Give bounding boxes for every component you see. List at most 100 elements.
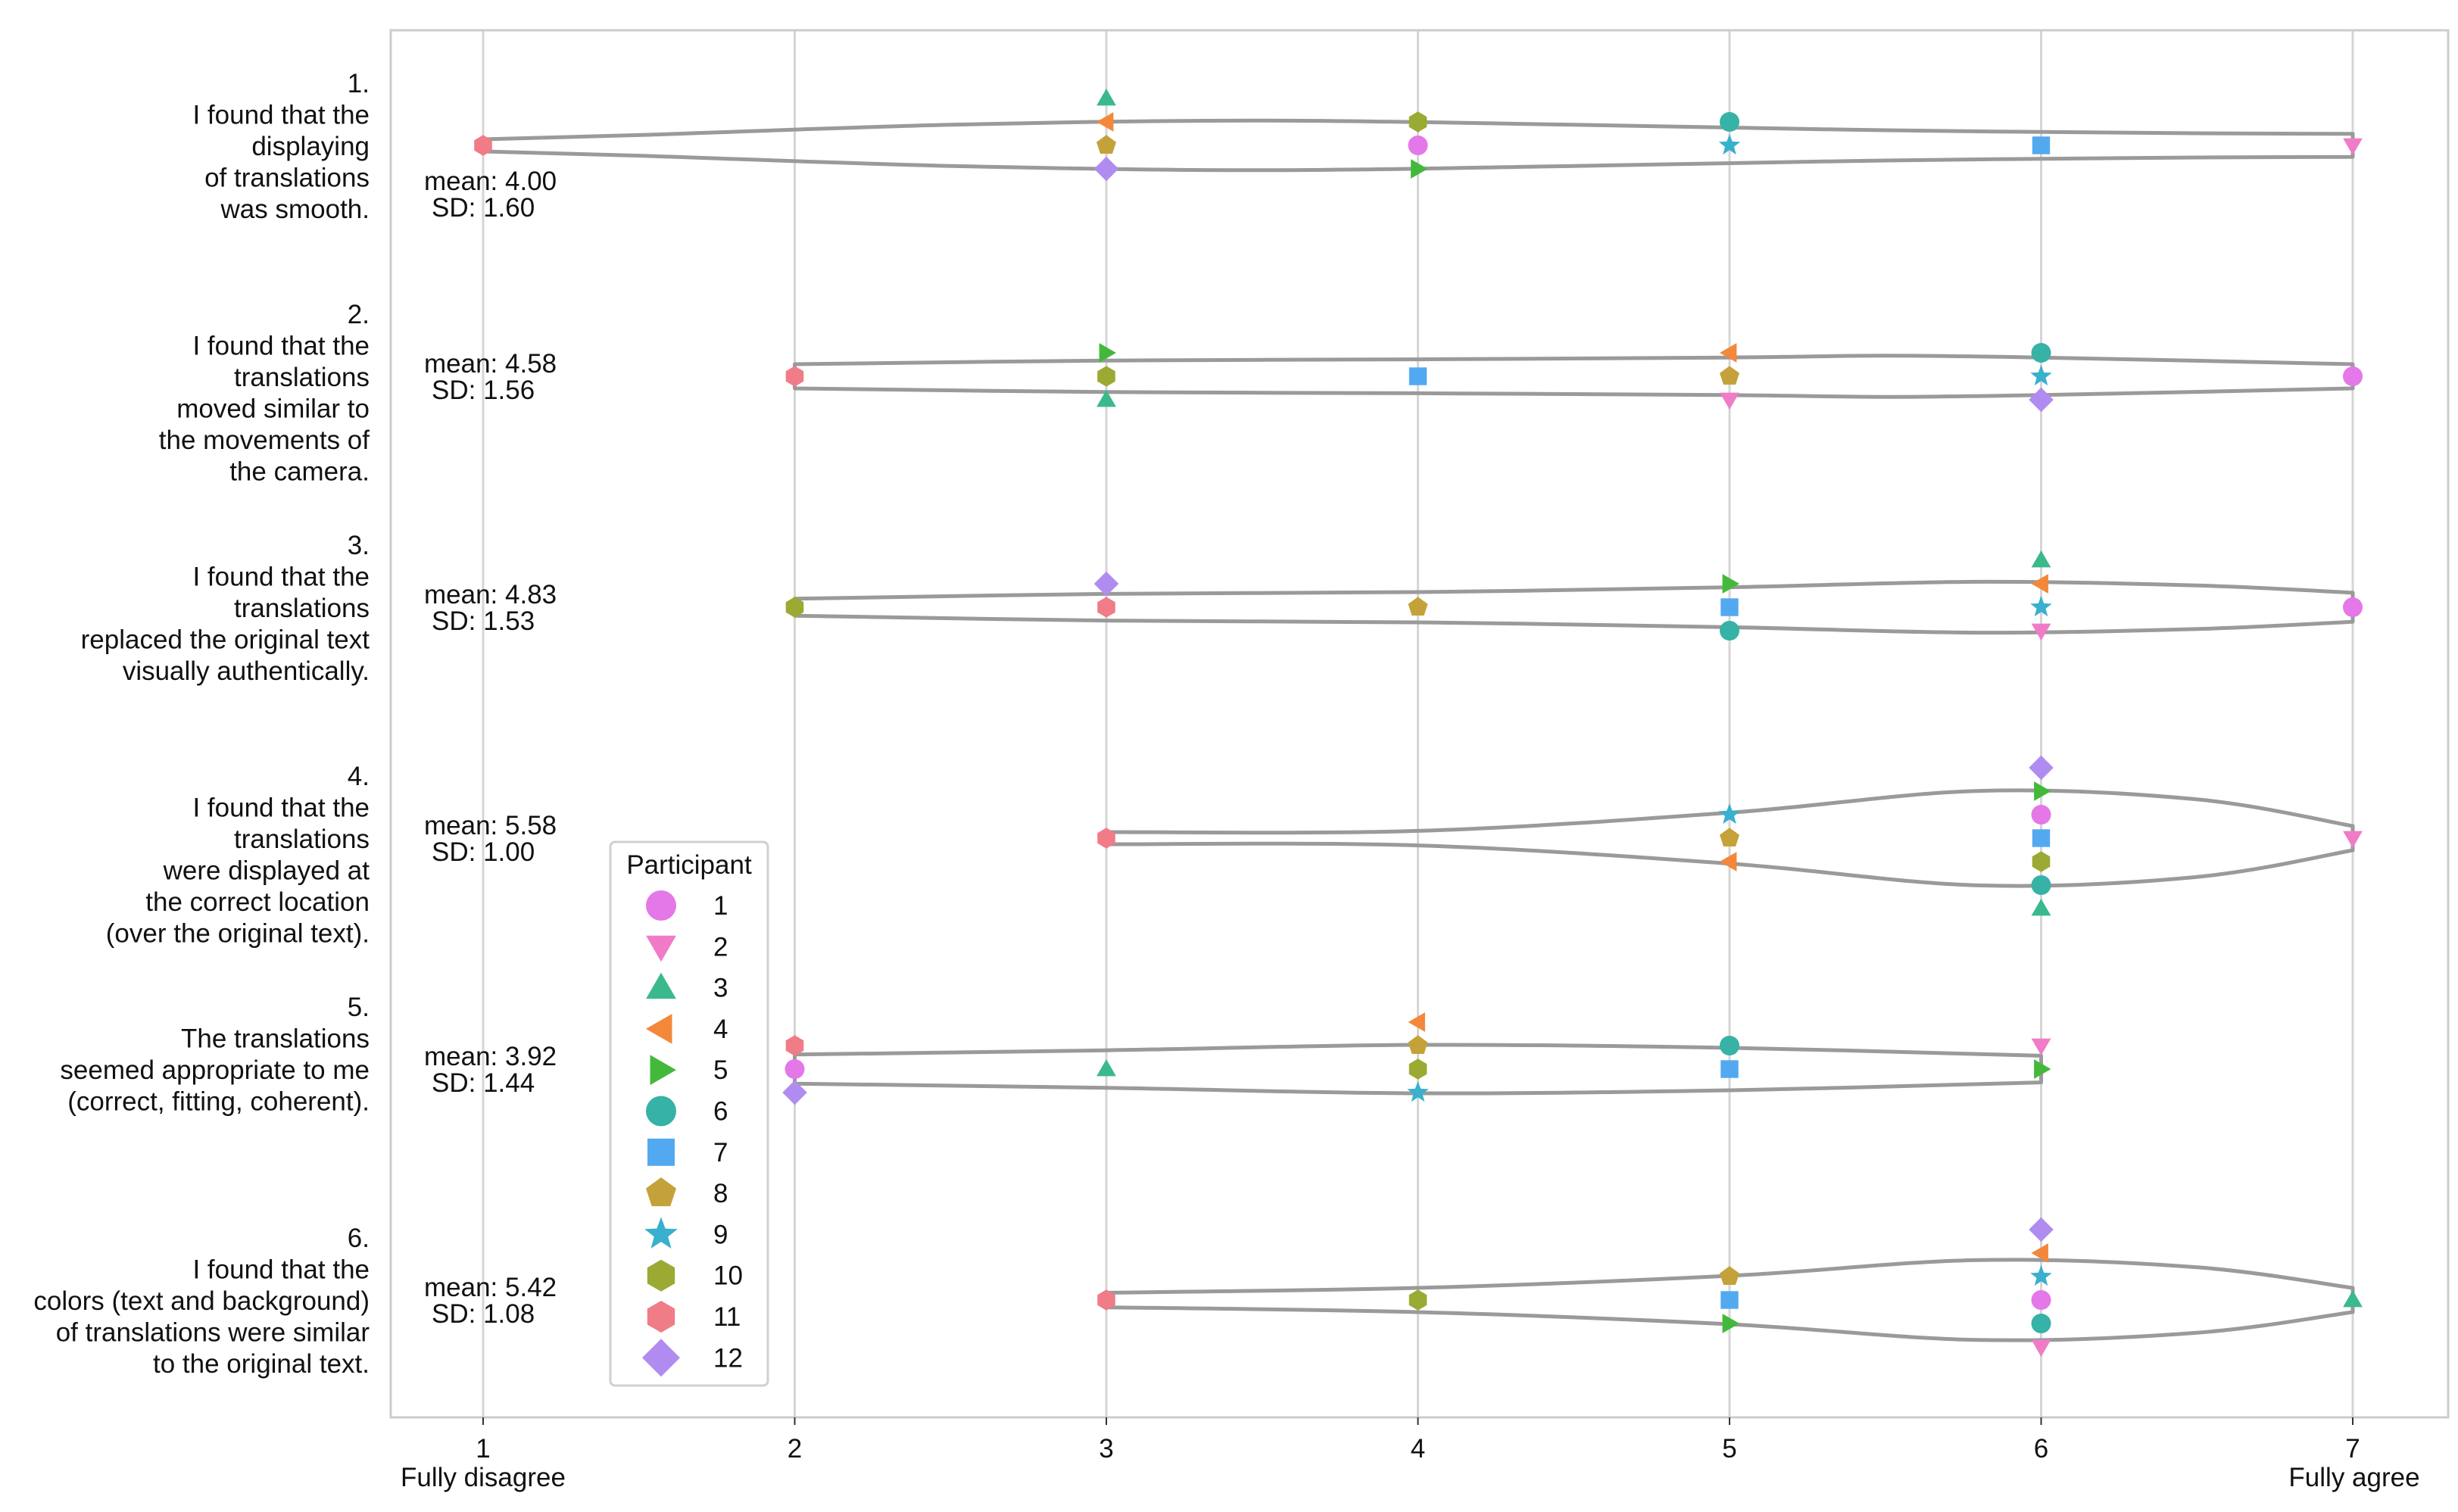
- point-q6-participant-7: [1720, 1291, 1739, 1309]
- plot-frame: [389, 29, 2450, 1419]
- point-q5-participant-9: [1407, 1081, 1429, 1102]
- point-q3-participant-2: [2031, 623, 2051, 641]
- point-q3-participant-1: [2343, 597, 2363, 617]
- point-q2-participant-8: [1720, 366, 1739, 385]
- legend-marker-9: [644, 1217, 678, 1249]
- question-text-line: the camera.: [229, 457, 370, 487]
- point-q5-participant-11: [785, 1035, 804, 1056]
- question-text-line: displaying: [251, 132, 370, 161]
- mean-label: mean: 3.92: [424, 1042, 557, 1071]
- sd-label: SD: 1.60: [432, 193, 535, 223]
- mean-label: mean: 5.42: [424, 1273, 557, 1302]
- point-q1-participant-2: [2343, 138, 2363, 155]
- question-number: 4.: [348, 762, 370, 791]
- point-q4-participant-6: [2031, 875, 2051, 895]
- point-q1-participant-3: [1096, 89, 1116, 106]
- point-q1-participant-1: [1408, 136, 1428, 155]
- point-q3-participant-6: [1720, 621, 1739, 641]
- question-text-line: (correct, fitting, coherent).: [67, 1087, 370, 1117]
- x-tick-label: 5: [1722, 1434, 1736, 1464]
- legend-label-10: 10: [713, 1261, 743, 1291]
- point-q4-participant-5: [2034, 781, 2051, 801]
- legend-marker-2: [646, 935, 676, 962]
- point-q4-participant-1: [2031, 805, 2051, 825]
- x-tick-label: 1: [476, 1434, 490, 1464]
- point-q1-participant-9: [1718, 134, 1741, 155]
- point-q2-participant-4: [1720, 343, 1737, 363]
- point-q4-participant-10: [2032, 851, 2051, 872]
- question-text-line: I found that the: [192, 793, 370, 823]
- mean-label: mean: 4.00: [424, 167, 557, 196]
- mean-label: mean: 4.58: [424, 349, 557, 379]
- question-text-line: replaced the original text: [81, 625, 370, 655]
- legend-label-12: 12: [713, 1343, 743, 1373]
- legend-marker-5: [650, 1055, 676, 1086]
- point-q3-participant-12: [1093, 571, 1119, 597]
- point-q1-participant-11: [474, 135, 492, 156]
- x-tick-label: 6: [2034, 1434, 2048, 1464]
- point-q6-participant-5: [1722, 1314, 1739, 1333]
- question-text-line: of translations: [204, 164, 370, 193]
- violin-q6: [1104, 1258, 2355, 1342]
- x-tick-label: 4: [1411, 1434, 1425, 1464]
- point-q2-participant-6: [2031, 343, 2051, 363]
- point-q2-participant-2: [1720, 392, 1739, 410]
- point-q6-participant-3: [2343, 1290, 2363, 1308]
- point-q1-participant-8: [1096, 135, 1116, 154]
- question-text-line: to the original text.: [153, 1349, 370, 1379]
- point-q3-participant-3: [2031, 550, 2051, 568]
- question-text-line: The translations: [181, 1024, 370, 1054]
- violin-q5: [793, 1043, 2043, 1096]
- point-q4-participant-7: [2032, 829, 2051, 847]
- legend-label-11: 11: [713, 1302, 741, 1332]
- point-q4-participant-4: [1720, 852, 1737, 871]
- point-q3-participant-9: [2030, 596, 2052, 617]
- point-q5-participant-2: [2031, 1038, 2051, 1055]
- question-text-line: visually authentically.: [123, 656, 370, 686]
- sd-label: SD: 1.53: [432, 606, 535, 636]
- legend-marker-3: [646, 972, 676, 999]
- violin-q4: [1104, 788, 2355, 888]
- legend-marker-7: [647, 1138, 675, 1166]
- legend-marker-6: [646, 1096, 676, 1127]
- question-text-line: I found that the: [192, 332, 370, 361]
- violin-q3: [793, 579, 2355, 635]
- question-text-line: translations: [234, 594, 370, 623]
- x-tick-label: 3: [1099, 1434, 1113, 1464]
- point-q6-participant-12: [2029, 1217, 2054, 1242]
- x-gridlines: [482, 30, 2354, 1417]
- point-q4-participant-3: [2031, 899, 2051, 916]
- point-q4-participant-12: [2029, 755, 2054, 781]
- point-q6-participant-11: [1097, 1289, 1115, 1311]
- point-q1-participant-4: [1096, 112, 1114, 132]
- question-text-line: translations: [234, 363, 370, 392]
- legend-label-9: 9: [713, 1220, 728, 1249]
- point-q2-participant-11: [785, 366, 804, 387]
- point-q3-participant-5: [1722, 574, 1739, 594]
- point-q6-participant-9: [2030, 1265, 2052, 1286]
- point-q4-participant-9: [1718, 803, 1741, 825]
- question-text-line: the movements of: [159, 426, 370, 455]
- point-q1-participant-12: [1093, 156, 1119, 182]
- legend-marker-10: [647, 1259, 675, 1292]
- question-number: 2.: [348, 300, 370, 329]
- point-q5-participant-6: [1720, 1036, 1739, 1055]
- question-text-line: were displayed at: [163, 856, 370, 886]
- point-q1-participant-5: [1411, 159, 1428, 179]
- legend-marker-8: [646, 1177, 676, 1207]
- point-q2-participant-3: [1096, 390, 1116, 407]
- point-q3-participant-8: [1408, 597, 1428, 616]
- mean-label: mean: 5.58: [424, 811, 557, 840]
- point-q6-participant-2: [2031, 1339, 2051, 1357]
- violin-q2: [793, 354, 2355, 399]
- point-q4-participant-8: [1720, 828, 1739, 846]
- point-q3-participant-11: [1097, 597, 1115, 618]
- point-q2-participant-10: [1097, 366, 1115, 387]
- point-q6-participant-6: [2031, 1314, 2051, 1333]
- question-text-line: (over the original text).: [106, 919, 370, 949]
- point-q5-participant-8: [1408, 1035, 1428, 1054]
